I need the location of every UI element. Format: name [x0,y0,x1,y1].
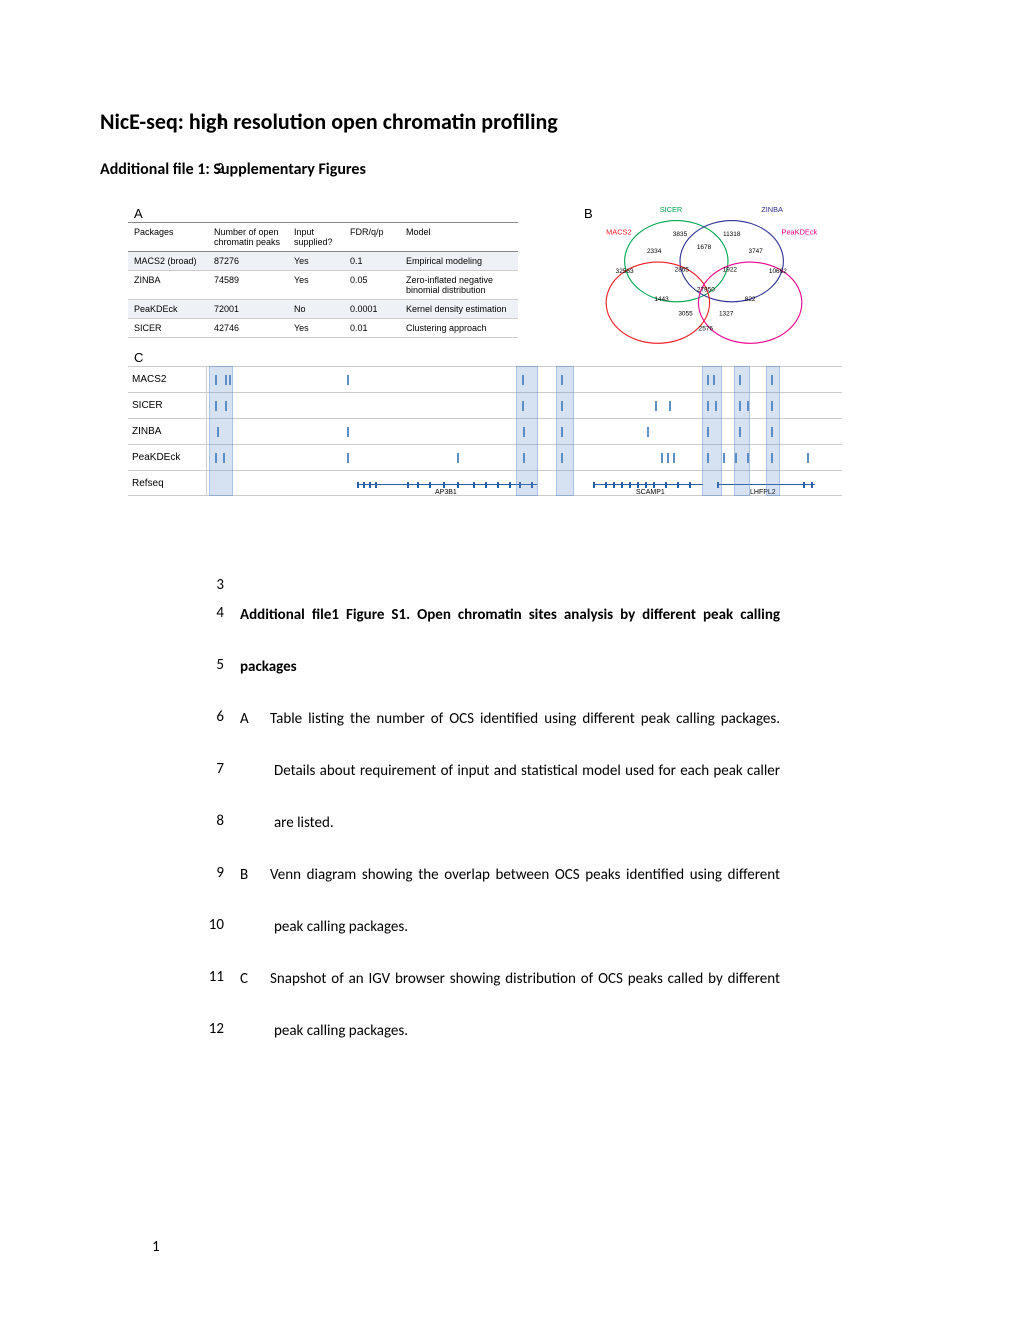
track-label: Refseq [128,478,206,489]
svg-text:1678: 1678 [697,244,712,251]
page-number: 1 [152,1238,160,1256]
caption-6-pre: A [240,708,270,731]
svg-text:3835: 3835 [673,231,688,238]
table-cell: 0.1 [344,252,400,271]
caption-11-txt: Snapshot of an IGV browser showing distr… [270,970,780,988]
line-num-1: 1 [200,112,224,130]
svg-text:11318: 11318 [723,231,741,238]
svg-text:2576: 2576 [699,325,714,332]
svg-text:27950: 27950 [697,287,715,294]
caption-9-pre: B [240,864,270,887]
table-cell: SICER [128,319,208,338]
table-cell: Yes [288,319,344,338]
line-num-9: 9 [200,864,224,882]
table-cell: 0.01 [344,319,400,338]
panel-a-label: A [134,206,143,221]
th-fdr: FDR/q/p [344,223,400,252]
table-cell: ZINBA [128,271,208,300]
caption-line-6: ATable listing the number of OCS identif… [240,708,780,731]
table-cell: Zero-inflated negative binomial distribu… [400,271,518,300]
th-model: Model [400,223,518,252]
panel-a-table: Packages Number of open chromatin peaks … [128,222,518,338]
svg-text:822: 822 [745,296,756,303]
caption-line-11: CSnapshot of an IGV browser showing dist… [240,968,780,991]
table-cell: Yes [288,252,344,271]
svg-text:2865: 2865 [675,266,690,273]
line-num-10: 10 [200,916,224,934]
caption-9-txt: Venn diagram showing the overlap between… [270,866,780,884]
th-peaks: Number of open chromatin peaks [208,223,288,252]
table-cell: Kernel density estimation [400,300,518,319]
line-num-11: 11 [200,968,224,986]
svg-text:ZINBA: ZINBA [761,205,783,214]
table-cell: 42746 [208,319,288,338]
th-packages: Packages [128,223,208,252]
line-num-2: 2 [200,160,224,178]
line-num-7: 7 [200,760,224,778]
line-num-3: 3 [200,576,224,594]
caption-line-10: peak calling packages. [240,916,780,939]
table-cell: MACS2 (broad) [128,252,208,271]
table-cell: 72001 [208,300,288,319]
table-cell: 74589 [208,271,288,300]
caption-line-7: Details about requirement of input and s… [240,760,780,783]
track-label: MACS2 [128,374,206,385]
svg-text:1327: 1327 [719,311,734,318]
panel-b-venn: SICER ZINBA MACS2 PeaKDEck 3835 11318 1678 2334… [584,200,824,350]
line-num-4: 4 [200,604,224,622]
panel-c-tracks: MACS2SICERZINBAPeaKDEckRefseqAP3B1SCAMP1… [128,366,842,534]
table-cell: 0.05 [344,271,400,300]
panel-c-label: C [134,350,143,365]
caption-line-9: BVenn diagram showing the overlap betwee… [240,864,780,887]
table-cell: Empirical modeling [400,252,518,271]
svg-text:1443: 1443 [654,296,669,303]
svg-text:SICER: SICER [660,205,683,214]
caption-line-4: Additional file1 Figure S1. Open chromat… [240,604,780,627]
caption-line-8: are listed. [240,812,780,835]
line-num-5: 5 [200,656,224,674]
table-cell: Yes [288,271,344,300]
svg-text:32563: 32563 [616,268,634,275]
svg-text:MACS2: MACS2 [606,227,631,236]
table-cell: 87276 [208,252,288,271]
track-label: ZINBA [128,426,206,437]
svg-text:10662: 10662 [769,268,787,275]
line-num-6: 6 [200,708,224,726]
caption-line-5: packages [240,656,780,679]
svg-text:2334: 2334 [647,248,662,255]
th-input: Input supplied? [288,223,344,252]
caption-6-txt: Table listing the number of OCS identifi… [270,710,780,728]
track-label: SICER [128,400,206,411]
table-cell: No [288,300,344,319]
svg-text:1922: 1922 [723,266,738,273]
svg-text:PeaKDEck: PeaKDEck [782,227,818,236]
track-label: PeaKDEck [128,452,206,463]
svg-text:3055: 3055 [678,311,693,318]
svg-text:3747: 3747 [749,248,764,255]
line-num-12: 12 [200,1020,224,1038]
figure-s1: A Packages Number of open chromatin peak… [114,200,900,538]
caption-11-pre: C [240,968,270,991]
line-num-8: 8 [200,812,224,830]
table-cell: 0.0001 [344,300,400,319]
table-cell: PeaKDEck [128,300,208,319]
caption-line-12: peak calling packages. [240,1020,780,1043]
table-cell: Clustering approach [400,319,518,338]
